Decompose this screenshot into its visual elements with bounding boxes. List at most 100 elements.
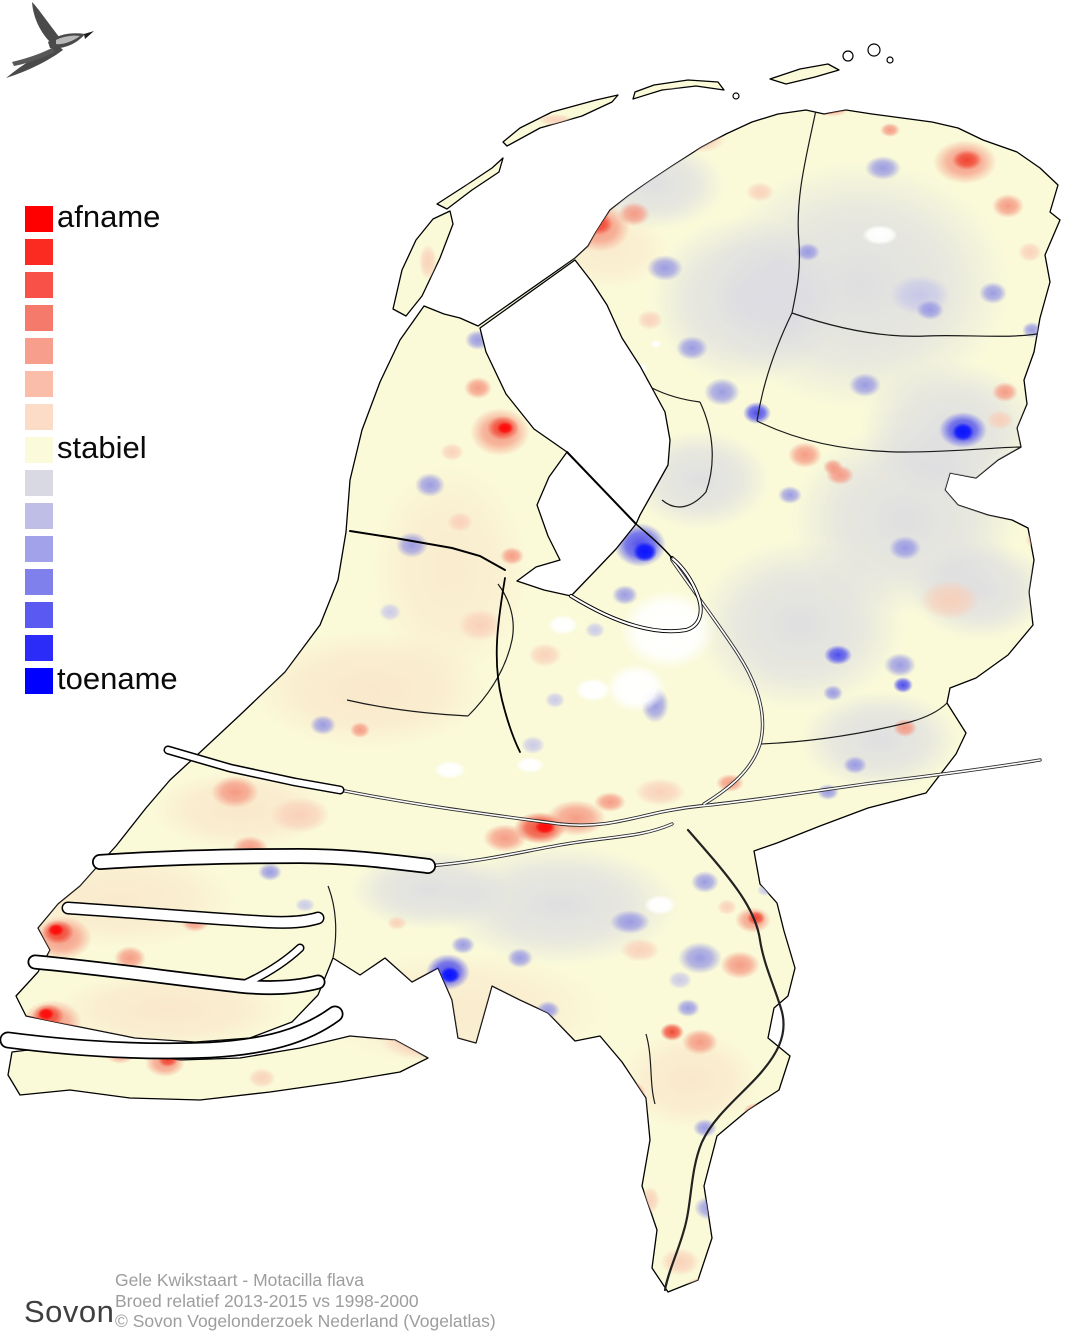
- trend-blob: [451, 936, 475, 954]
- trend-blob: [380, 1020, 460, 1060]
- trend-blob: [521, 736, 545, 754]
- trend-blob: [350, 850, 510, 930]
- trend-blob: [704, 378, 740, 406]
- legend-swatch: [25, 404, 53, 430]
- trend-blob: [634, 778, 686, 806]
- trend-blob: [350, 722, 370, 738]
- trend-blob: [211, 776, 259, 808]
- trend-blob: [507, 948, 533, 968]
- houtribdijk-line: [566, 451, 637, 525]
- trend-blob: [952, 150, 982, 170]
- trend-blob: [614, 1081, 646, 1103]
- trend-blob: [258, 863, 282, 881]
- trend-blob: [893, 719, 917, 737]
- legend-swatch: [25, 569, 53, 595]
- trend-blob: [439, 291, 457, 305]
- trend-blob: [610, 910, 650, 934]
- trend-blob: [536, 1001, 560, 1019]
- trend-blob: [647, 255, 683, 281]
- legend-swatch: [25, 338, 53, 364]
- trend-blob: [1025, 532, 1045, 548]
- trend-blob: [743, 402, 771, 424]
- trend-blob: [633, 542, 657, 562]
- trend-blob: [516, 757, 544, 773]
- trend-blob: [796, 243, 820, 261]
- trend-blob: [618, 202, 650, 226]
- trend-blob: [650, 215, 840, 385]
- trend-blob: [48, 924, 64, 936]
- trend-blob: [889, 536, 921, 560]
- trend-blob: [778, 486, 802, 504]
- trend-blob: [691, 871, 719, 893]
- trend-blob: [585, 622, 605, 638]
- trend-blob: [660, 1248, 700, 1276]
- legend-swatch: [25, 470, 53, 496]
- trend-blob: [464, 377, 492, 399]
- trend-blob: [979, 282, 1007, 304]
- legend-swatch: [25, 239, 53, 265]
- trend-blob: [651, 340, 661, 348]
- wadden-islets: [732, 43, 894, 100]
- island-ameland: [632, 79, 725, 100]
- trend-blob: [440, 443, 464, 461]
- caption-period-line: Broed relatief 2013-2015 vs 1998-2000: [115, 1290, 419, 1311]
- trend-blob: [546, 800, 606, 836]
- trend-blob: [434, 761, 466, 779]
- trend-blob: [686, 1277, 714, 1292]
- trend-blob: [379, 603, 401, 621]
- delta-channels: [0, 745, 436, 1060]
- trend-blob: [920, 580, 980, 620]
- trend-blob: [114, 946, 146, 970]
- rivers: [338, 558, 1042, 1292]
- trend-blob: [594, 792, 626, 812]
- caption-species-line: Gele Kwikstaart - Motacilla flava: [115, 1270, 364, 1290]
- trend-blob: [644, 895, 676, 915]
- trend-blob: [637, 310, 663, 330]
- legend-label-toename: toename: [57, 661, 178, 696]
- trend-blob: [575, 678, 611, 702]
- trend-blob: [500, 547, 524, 565]
- trend-blob: [1018, 242, 1042, 262]
- trend-blob: [674, 127, 726, 153]
- legend-swatch: [25, 305, 53, 331]
- trend-blob: [620, 1030, 760, 1130]
- trend-blob: [676, 336, 708, 360]
- legend-swatch: [25, 272, 53, 298]
- trend-blob: [884, 653, 916, 677]
- trend-blob: [415, 473, 445, 497]
- trend-blob: [843, 756, 867, 774]
- trend-blob: [992, 382, 1018, 402]
- legend-swatch: [25, 206, 53, 232]
- trend-blob: [419, 244, 437, 280]
- trend-blob: [548, 615, 578, 635]
- trend-blob: [310, 715, 336, 735]
- legend-swatch: [25, 602, 53, 628]
- trend-blob: [396, 532, 428, 558]
- ijsselmeer-water: [479, 259, 671, 597]
- sovon-bird-icon: [6, 2, 94, 78]
- trend-blob: [893, 677, 913, 693]
- trend-blob: [583, 213, 613, 235]
- trend-blob: [788, 442, 822, 468]
- trend-blob: [497, 422, 513, 434]
- trend-blob: [682, 1029, 718, 1055]
- legend-swatch: [25, 635, 53, 661]
- legend-swatch: [25, 668, 53, 694]
- trend-blob: [695, 540, 905, 710]
- legend: [25, 206, 53, 701]
- trend-blob: [668, 971, 692, 989]
- trend-blob: [295, 898, 315, 912]
- trend-blob: [746, 182, 774, 202]
- legend-swatch: [25, 503, 53, 529]
- legend-swatch: [25, 536, 53, 562]
- trend-blob: [660, 1023, 684, 1041]
- trend-blob: [449, 177, 471, 187]
- trend-blob: [824, 645, 852, 665]
- trend-blob: [865, 156, 901, 180]
- noordzeekanaal-line: [349, 530, 506, 571]
- trend-blob: [530, 1064, 590, 1096]
- trend-blob: [992, 194, 1024, 218]
- trend-blob: [676, 999, 700, 1017]
- trend-blob: [800, 690, 960, 790]
